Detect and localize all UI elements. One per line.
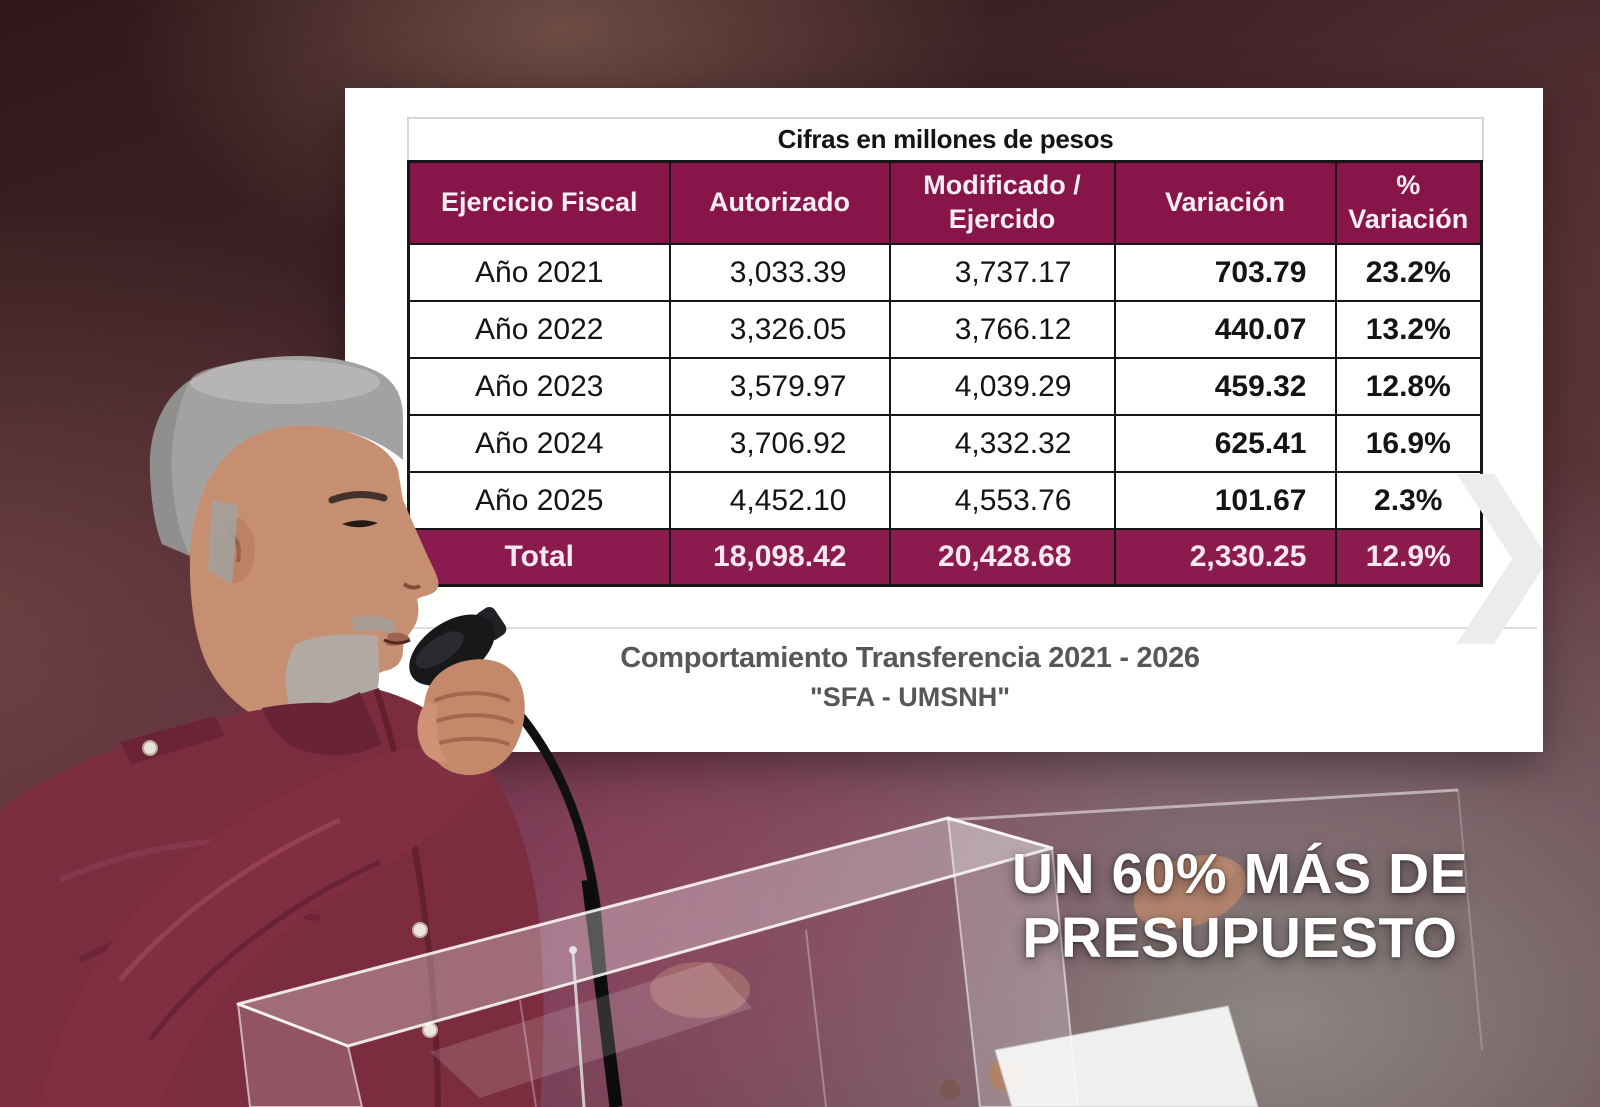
- column-header-modificado: Modificado / Ejercido: [888, 160, 1116, 245]
- slide-caption-line2: "SFA - UMSNH": [809, 682, 1011, 712]
- table-cell: 3,033.39: [668, 243, 891, 302]
- headline: UN 60% MÁS DE PRESUPUESTO: [960, 842, 1520, 971]
- headline-line1: UN 60% MÁS DE: [1011, 842, 1469, 906]
- table-row: Año 2023 3,579.97 4,039.29 459.32 12.8%: [407, 357, 1483, 416]
- table-cell: 3,766.12: [888, 300, 1116, 359]
- table-cell: 23.2%: [1334, 243, 1483, 302]
- total-cell: 18,098.42: [668, 528, 891, 587]
- chevron-right-icon: ❯: [1431, 460, 1543, 630]
- table-cell: 16.9%: [1334, 414, 1483, 473]
- budget-table: Ejercicio Fiscal Autorizado Modificado /…: [407, 160, 1483, 587]
- table-cell: 703.79: [1113, 243, 1337, 302]
- total-label: Total: [407, 528, 671, 587]
- table-cell: 4,452.10: [668, 471, 891, 530]
- table-cell: Año 2022: [407, 300, 671, 359]
- headline-line2: PRESUPUESTO: [1022, 905, 1458, 970]
- table-cell: 440.07: [1113, 300, 1337, 359]
- table-cell: 2.3%: [1334, 471, 1483, 530]
- budget-slide-card: Cifras en millones de pesos Ejercicio Fi…: [345, 88, 1543, 752]
- table-header-row: Ejercicio Fiscal Autorizado Modificado /…: [407, 160, 1483, 245]
- table-row: Año 2025 4,452.10 4,553.76 101.67 2.3%: [407, 471, 1483, 530]
- table-row: Año 2024 3,706.92 4,332.32 625.41 16.9%: [407, 414, 1483, 473]
- table-cell: 625.41: [1113, 414, 1337, 473]
- column-header-pct-variacion: % Variación: [1334, 160, 1483, 245]
- table-cell: 12.8%: [1334, 357, 1483, 416]
- total-cell: 2,330.25: [1113, 528, 1337, 587]
- divider: [351, 627, 1537, 629]
- column-header-autorizado: Autorizado: [668, 160, 891, 245]
- table-cell: 4,039.29: [888, 357, 1116, 416]
- table-title: Cifras en millones de pesos: [407, 117, 1484, 162]
- table-row: Año 2022 3,326.05 3,766.12 440.07 13.2%: [407, 300, 1483, 359]
- table-cell: 101.67: [1113, 471, 1337, 530]
- table-total-row: Total 18,098.42 20,428.68 2,330.25 12.9%: [407, 528, 1483, 587]
- table-cell: Año 2021: [407, 243, 671, 302]
- total-cell: 12.9%: [1334, 528, 1483, 587]
- table-cell: 3,579.97: [668, 357, 891, 416]
- table-cell: 3,706.92: [668, 414, 891, 473]
- table-cell: 4,553.76: [888, 471, 1116, 530]
- table-cell: 3,737.17: [888, 243, 1116, 302]
- table-cell: 459.32: [1113, 357, 1337, 416]
- table-cell: Año 2025: [407, 471, 671, 530]
- table-cell: Año 2023: [407, 357, 671, 416]
- table-cell: Año 2024: [407, 414, 671, 473]
- total-cell: 20,428.68: [888, 528, 1116, 587]
- table-row: Año 2021 3,033.39 3,737.17 703.79 23.2%: [407, 243, 1483, 302]
- table-cell: 4,332.32: [888, 414, 1116, 473]
- table-cell: 3,326.05: [668, 300, 891, 359]
- column-header-ejercicio: Ejercicio Fiscal: [407, 160, 671, 245]
- column-header-variacion: Variación: [1113, 160, 1337, 245]
- table-cell: 13.2%: [1334, 300, 1483, 359]
- slide-caption-line1: Comportamiento Transferencia 2021 - 2026: [620, 642, 1200, 674]
